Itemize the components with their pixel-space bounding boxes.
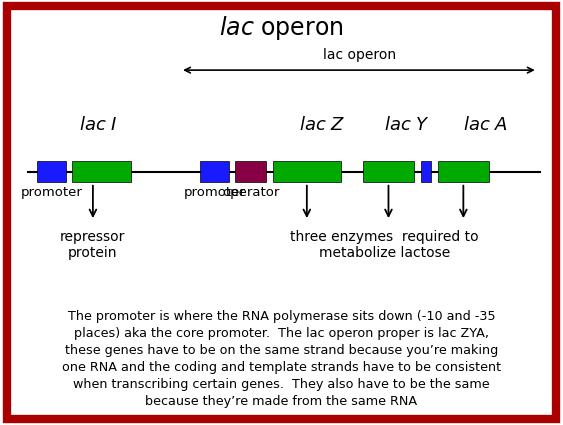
Text: promoter: promoter <box>20 186 82 199</box>
Text: operator: operator <box>222 186 280 199</box>
Text: repressor
protein: repressor protein <box>60 230 126 260</box>
Bar <box>363 161 414 182</box>
Bar <box>235 161 266 182</box>
Text: three enzymes  required to
metabolize lactose: three enzymes required to metabolize lac… <box>290 230 479 260</box>
Bar <box>273 161 341 182</box>
Bar <box>438 161 489 182</box>
Text: $\mathit{lac\ I}$: $\mathit{lac\ I}$ <box>79 116 118 134</box>
Text: lac operon: lac operon <box>323 48 396 62</box>
Text: The promoter is where the RNA polymerase sits down (-10 and -35
places) aka the : The promoter is where the RNA polymerase… <box>62 310 501 408</box>
Bar <box>421 161 431 182</box>
Bar <box>37 161 66 182</box>
Text: $\mathit{lac\ Z}$: $\mathit{lac\ Z}$ <box>299 116 345 134</box>
Bar <box>72 161 131 182</box>
Bar <box>200 161 229 182</box>
Text: $\mathit{lac}$ operon: $\mathit{lac}$ operon <box>219 14 344 42</box>
Text: promoter: promoter <box>184 186 245 199</box>
Text: $\mathit{lac\ Y}$: $\mathit{lac\ Y}$ <box>383 116 430 134</box>
Text: $\mathit{lac\ A}$: $\mathit{lac\ A}$ <box>463 116 508 134</box>
